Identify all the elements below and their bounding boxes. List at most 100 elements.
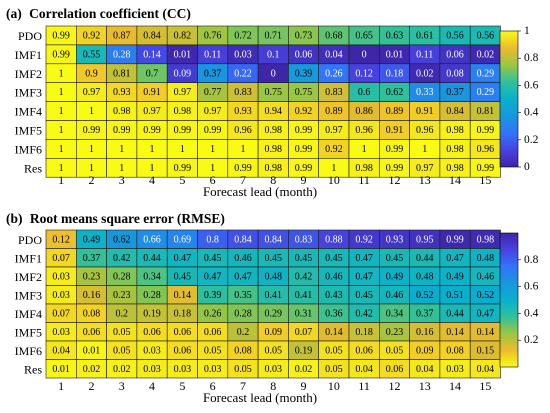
cell-value-cc: 1 [422,144,427,155]
cell-value-rmse: 0.09 [416,345,434,356]
cell-value-rmse: 0.06 [204,327,222,338]
cell-value-rmse: 0.34 [386,308,404,319]
cell-value-rmse: 0.47 [204,271,222,282]
cell-value-rmse: 0.05 [204,345,222,356]
cell-value-cc: 0.02 [477,49,495,60]
cell-value-cc: 0.55 [83,49,101,60]
column-label: 14 [449,379,461,393]
column-label: 10 [328,379,340,393]
cell-value-rmse: 0.05 [265,345,283,356]
colorbar-rmse-ticks: 0.8 0.6 0.4 0.2 [518,254,539,346]
cell-value-rmse: 0.8 [206,234,219,245]
cell-value-rmse: 0.28 [113,271,131,282]
cell-value-rmse: 0.19 [143,308,161,319]
cell-value-rmse: 0.03 [143,364,161,375]
cell-value-cc: 0.26 [325,68,343,79]
cell-value-cc: 0.99 [295,163,313,174]
cell-value-cc: 0.97 [416,163,434,174]
cell-value-rmse: 0.37 [83,253,101,264]
cell-value-rmse: 0.41 [265,290,283,301]
colorbar-tick-label: 0.2 [524,334,539,346]
cell-value-rmse: 0.03 [143,345,161,356]
cell-value-rmse: 0.05 [386,345,404,356]
cell-value-rmse: 0.42 [355,308,373,319]
cell-value-rmse: 0.05 [325,345,343,356]
column-label: 2 [88,379,94,393]
cell-value-cc: 0.61 [416,30,434,41]
cell-value-cc: 0.75 [265,87,283,98]
cell-value-rmse: 0.48 [477,253,495,264]
cell-value-cc: 0.96 [234,125,252,136]
cell-value-cc: 0.98 [265,163,283,174]
cell-value-cc: 0.89 [325,106,343,117]
cell-value-rmse: 0.2 [237,327,250,338]
cell-value-rmse: 0.45 [386,253,404,264]
cell-value-rmse: 0.05 [113,327,131,338]
cell-value-cc: 0.84 [446,106,464,117]
cell-value-cc: 1 [59,163,64,174]
column-label: 4 [149,379,155,393]
colorbar-rmse-gradient [499,232,519,368]
column-label: 5 [179,379,185,393]
column-label: 4 [149,173,155,187]
cell-value-rmse: 0.51 [446,290,464,301]
cell-value-cc: 0.94 [265,106,283,117]
cell-value-rmse: 0.05 [113,345,131,356]
panel-a: (a) Correlation coefficient (CC) 0.99 0.9… [6,6,539,199]
cell-value-rmse: 0.46 [234,253,252,264]
cell-value-cc: 0.99 [386,163,404,174]
row-label: IMF1 [15,251,42,265]
column-label: 2 [88,173,94,187]
cell-value-rmse: 0.43 [325,290,343,301]
cell-value-cc: 0.83 [325,87,343,98]
cell-value-rmse: 0.42 [295,271,313,282]
column-label: 7 [240,379,246,393]
cell-value-cc: 0.98 [446,163,464,174]
column-label: 3 [119,379,125,393]
cell-value-rmse: 0.03 [52,290,70,301]
cell-value-rmse: 0.47 [355,271,373,282]
cell-value-cc: 0.11 [416,49,433,60]
cell-value-cc: 1 [59,87,64,98]
cell-value-cc: 0.99 [477,125,495,136]
cell-value-cc: 1 [59,125,64,136]
cell-value-cc: 0.37 [446,87,464,98]
cell-value-rmse: 0.08 [234,345,252,356]
colorbar-tick-label: 0 [524,161,530,173]
colorbar-rmse: 0.8 0.6 0.4 0.2 [499,232,539,368]
cell-value-cc: 0.77 [204,87,222,98]
cell-value-cc: 0.6 [358,87,371,98]
cell-value-cc: 1 [362,144,367,155]
cell-value-rmse: 0.05 [234,364,252,375]
cell-value-rmse: 0.23 [113,290,131,301]
cell-value-rmse: 0.06 [143,327,161,338]
cell-value-cc: 0.73 [295,30,313,41]
cell-value-cc: 0.29 [477,68,495,79]
cell-value-cc: 0.98 [265,144,283,155]
colorbar-tick-label: 1 [524,25,530,37]
column-labels-rmse: 1 2 3 4 5 6 7 8 9 10 11 12 13 14 15 [58,379,491,393]
column-labels-cc: 1 2 3 4 5 6 7 8 9 10 11 12 13 14 15 [58,173,491,187]
cell-value-rmse: 0.31 [295,308,313,319]
cell-value-rmse: 0.45 [265,253,283,264]
cell-value-cc: 1 [240,144,245,155]
cell-value-cc: 0 [271,68,276,79]
column-label: 1 [58,173,64,187]
cell-value-rmse: 0.06 [83,327,101,338]
cell-value-rmse: 0.84 [265,234,283,245]
cell-value-cc: 0.56 [477,30,495,41]
cell-value-rmse: 0.14 [477,327,495,338]
panel-b-title: (b) Root means square error (RMSE) [6,211,225,226]
cell-value-cc: 1 [59,144,64,155]
column-label: 13 [419,173,431,187]
cell-value-cc: 0.83 [234,87,252,98]
row-label: Res [24,161,42,175]
cell-value-cc: 0.99 [174,163,192,174]
cell-value-cc: 1 [150,144,155,155]
x-axis-label-rmse: Forecast lead (month) [203,390,317,405]
column-label: 10 [328,173,340,187]
cell-value-rmse: 0.06 [174,327,192,338]
cell-value-rmse: 0.35 [234,290,252,301]
panel-b-label: (b) [6,211,23,226]
heatmap-cell-cc [469,158,501,178]
